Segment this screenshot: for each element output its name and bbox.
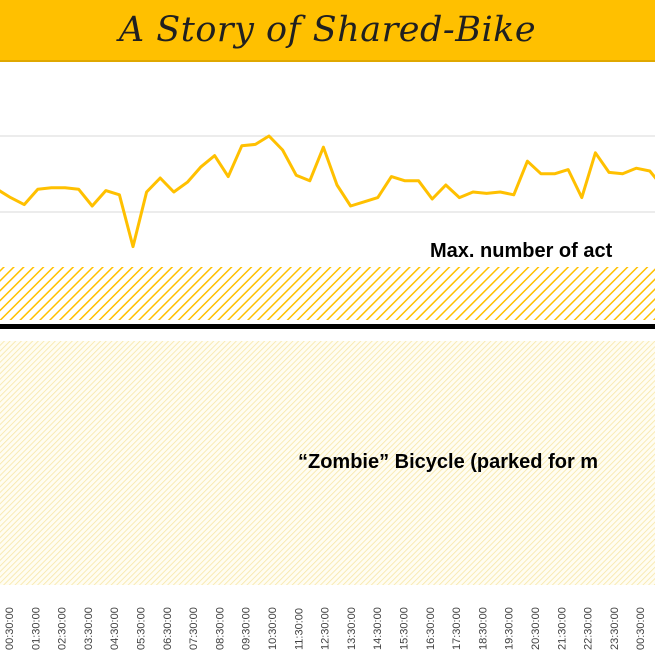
data-point [227, 175, 229, 178]
data-point [186, 181, 189, 183]
x-tick-label: 06:30:00 [162, 607, 174, 650]
data-point [390, 175, 393, 178]
data-point [567, 168, 569, 171]
data-point [336, 184, 338, 186]
chart-title: A Story of Shared-Bike [118, 10, 537, 50]
x-tick-label: 00:30:00 [4, 607, 16, 650]
series-line-group [0, 134, 655, 249]
x-tick-label: 17:30:00 [451, 607, 463, 650]
x-tick-label: 02:30:00 [57, 607, 69, 650]
chart-area: Max. number of act “Zombie” Bicycle (par… [0, 134, 655, 650]
data-point [431, 198, 434, 200]
data-point [540, 173, 542, 175]
data-point [309, 180, 311, 182]
x-tick-label: 12:30:00 [320, 607, 332, 650]
x-tick-label: 23:30:00 [609, 607, 621, 650]
data-point [472, 191, 474, 193]
series-line [0, 134, 655, 249]
data-point [77, 188, 80, 190]
x-tick-label: 10:30:00 [267, 607, 279, 650]
x-tick-label: 03:30:00 [83, 607, 95, 650]
data-point [499, 191, 502, 193]
data-point [281, 149, 284, 151]
data-point [173, 191, 175, 193]
data-point [145, 191, 148, 193]
data-point [254, 143, 257, 146]
x-tick-label: 14:30:00 [372, 607, 384, 650]
data-point [417, 180, 420, 182]
x-tick-label: 09:30:00 [241, 607, 253, 650]
data-point [241, 145, 243, 147]
x-tick-label: 21:30:00 [556, 607, 568, 650]
x-tick-label: 20:30:00 [530, 607, 542, 650]
data-point [553, 173, 556, 175]
data-point [621, 173, 624, 175]
data-point [581, 196, 583, 199]
data-point [159, 177, 161, 179]
data-point [445, 184, 447, 186]
data-point [118, 194, 121, 196]
data-point [213, 154, 216, 157]
title-bar: A Story of Shared-Bike [0, 0, 655, 62]
data-point [377, 196, 379, 199]
data-point [458, 196, 461, 199]
data-point [513, 194, 515, 196]
data-point [37, 188, 39, 190]
data-point [50, 187, 53, 189]
data-point [349, 205, 352, 207]
x-tick-label: 13:30:00 [346, 607, 358, 650]
data-point [64, 187, 66, 189]
data-point [105, 189, 107, 192]
data-point [608, 171, 610, 174]
x-tick-label: 05:30:00 [136, 607, 148, 650]
data-point [404, 180, 406, 182]
zombie-region [0, 341, 655, 585]
x-tick-labels: 00:30:00 01:30:00 02:30:00 03:30:00 04:30:00… [4, 607, 647, 650]
x-tick-label: 22:30:00 [583, 607, 595, 650]
x-tick-label: 15:30:00 [399, 607, 411, 650]
data-point [635, 167, 637, 169]
data-point [526, 160, 529, 162]
hatched-band [0, 267, 655, 320]
x-tick-label: 00:30:00 [635, 607, 647, 650]
x-tick-label: 19:30:00 [504, 607, 516, 650]
data-point [295, 174, 298, 176]
data-point [485, 192, 488, 195]
annotation-zombie: “Zombie” Bicycle (parked for m [298, 451, 598, 473]
data-point [268, 135, 270, 137]
data-point [132, 245, 134, 248]
annotation-max-active: Max. number of act [430, 240, 613, 262]
x-tick-label: 01:30:00 [30, 607, 42, 650]
x-tick-label: 18:30:00 [477, 607, 489, 650]
x-tick-label: 04:30:00 [109, 607, 121, 650]
data-point [91, 205, 93, 207]
divider-line [0, 324, 655, 329]
x-tick-label: 08:30:00 [214, 607, 226, 650]
x-tick-label: 07:30:00 [188, 607, 200, 650]
x-tick-label: 11:30:00 [293, 608, 305, 650]
data-point [363, 201, 366, 203]
x-tick-label: 16:30:00 [425, 607, 437, 650]
data-point [649, 170, 651, 172]
data-point [9, 196, 12, 199]
data-point [200, 166, 202, 168]
data-point [594, 152, 597, 154]
data-point [23, 203, 26, 206]
data-point [322, 146, 325, 148]
